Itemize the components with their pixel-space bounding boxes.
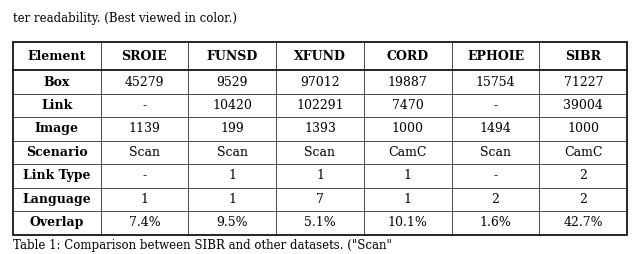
Text: Table 1: Comparison between SIBR and other datasets. ("Scan": Table 1: Comparison between SIBR and oth… [13,240,392,252]
Text: Overlap: Overlap [29,216,84,229]
Text: Link: Link [41,99,72,112]
Text: 45279: 45279 [125,76,164,89]
Text: 1393: 1393 [304,122,336,135]
Text: 199: 199 [220,122,244,135]
Text: Scan: Scan [217,146,248,159]
Text: SROIE: SROIE [122,50,167,63]
Text: Box: Box [44,76,70,89]
Text: 7.4%: 7.4% [129,216,161,229]
Text: 1139: 1139 [129,122,161,135]
Text: Element: Element [28,50,86,63]
Text: ter readability. (Best viewed in color.): ter readability. (Best viewed in color.) [13,12,237,25]
Text: 1: 1 [316,169,324,182]
Text: -: - [493,169,498,182]
Text: -: - [493,99,498,112]
Text: EPHOIE: EPHOIE [467,50,524,63]
Text: -: - [142,169,147,182]
Text: 1: 1 [404,193,412,206]
Text: Image: Image [35,122,79,135]
Text: 71227: 71227 [564,76,603,89]
Text: 1: 1 [228,169,236,182]
Text: 7470: 7470 [392,99,424,112]
Text: 2: 2 [579,169,588,182]
Text: 1.6%: 1.6% [479,216,511,229]
Text: 7: 7 [316,193,324,206]
Text: Scan: Scan [305,146,335,159]
Text: CamC: CamC [388,146,427,159]
Text: 1494: 1494 [479,122,511,135]
Text: XFUND: XFUND [294,50,346,63]
Text: 10420: 10420 [212,99,252,112]
Text: 1000: 1000 [567,122,599,135]
Text: SIBR: SIBR [565,50,602,63]
Text: 9529: 9529 [216,76,248,89]
Text: 1: 1 [228,193,236,206]
Text: 42.7%: 42.7% [563,216,603,229]
Text: 19887: 19887 [388,76,428,89]
Text: Language: Language [22,193,91,206]
Text: Scenario: Scenario [26,146,88,159]
Text: 10.1%: 10.1% [388,216,428,229]
Text: Link Type: Link Type [23,169,90,182]
Text: 1: 1 [404,169,412,182]
Text: FUNSD: FUNSD [207,50,258,63]
Text: 15754: 15754 [476,76,515,89]
Text: 2: 2 [492,193,499,206]
Text: 9.5%: 9.5% [216,216,248,229]
Text: Scan: Scan [129,146,160,159]
Text: CamC: CamC [564,146,603,159]
Text: 5.1%: 5.1% [304,216,336,229]
Text: 39004: 39004 [563,99,604,112]
Bar [13,42,627,234]
Text: 2: 2 [579,193,588,206]
Text: CORD: CORD [387,50,429,63]
Text: 102291: 102291 [296,99,344,112]
Text: 1000: 1000 [392,122,424,135]
Text: 1: 1 [140,193,148,206]
Text: Scan: Scan [480,146,511,159]
Text: -: - [142,99,147,112]
Text: 97012: 97012 [300,76,340,89]
